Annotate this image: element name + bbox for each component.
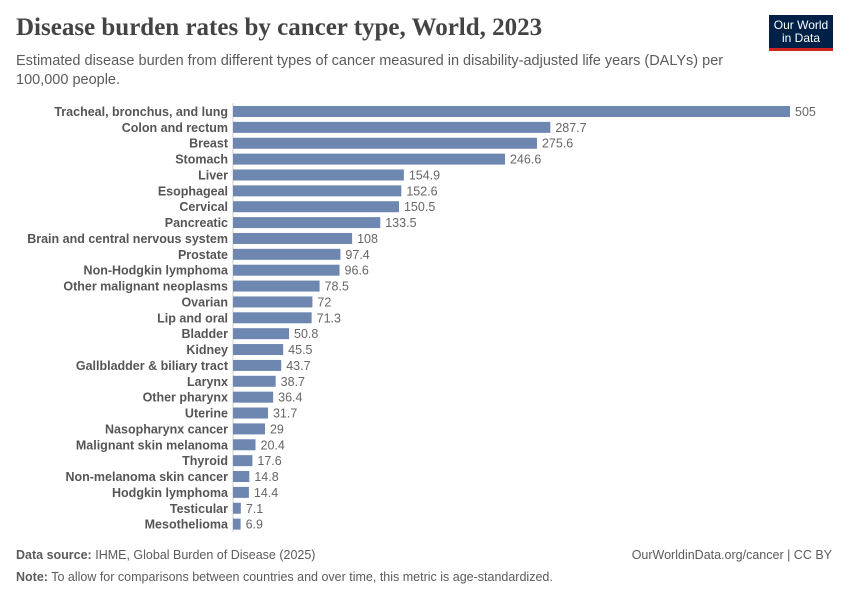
bar[interactable] <box>233 344 284 356</box>
bar[interactable] <box>233 232 353 244</box>
bar[interactable] <box>233 185 402 197</box>
bar[interactable] <box>233 248 341 260</box>
bar[interactable] <box>233 471 250 483</box>
value-label: 14.8 <box>254 470 278 484</box>
value-label: 45.5 <box>288 343 312 357</box>
category-label: Kidney <box>186 343 228 357</box>
value-label: 20.4 <box>261 438 285 452</box>
bar[interactable] <box>233 486 249 498</box>
category-label: Cervical <box>179 200 228 214</box>
category-label: Liver <box>198 168 228 182</box>
bar[interactable] <box>233 359 282 371</box>
value-label: 505 <box>795 105 816 119</box>
bar[interactable] <box>233 280 320 292</box>
bar[interactable] <box>233 106 790 117</box>
chart-title: Disease burden rates by cancer type, Wor… <box>16 14 543 41</box>
category-label: Lip and oral <box>157 311 228 325</box>
category-label: Non-melanoma skin cancer <box>65 470 228 484</box>
category-label: Larynx <box>187 375 228 389</box>
note-text: To allow for comparisons between countri… <box>51 570 553 584</box>
value-label: 38.7 <box>281 375 305 389</box>
value-label: 78.5 <box>325 280 349 294</box>
value-label: 97.4 <box>345 248 369 262</box>
bar[interactable] <box>233 518 241 530</box>
chart-subtitle: Estimated disease burden from different … <box>16 53 724 88</box>
bar[interactable] <box>233 264 340 276</box>
bar[interactable] <box>233 312 312 324</box>
source-url[interactable]: OurWorldinData.org/cancer | CC BY <box>631 548 832 562</box>
category-label: Pancreatic <box>165 216 228 230</box>
value-label: 152.6 <box>406 184 437 198</box>
value-label: 43.7 <box>286 359 310 373</box>
value-label: 6.9 <box>246 518 263 532</box>
value-label: 29 <box>270 422 284 436</box>
value-label: 31.7 <box>273 407 297 421</box>
category-label: Nasopharynx cancer <box>105 422 228 436</box>
data-source: Data source: IHME, Global Burden of Dise… <box>16 548 315 562</box>
category-label: Mesothelioma <box>145 518 229 532</box>
source-text[interactable]: IHME, Global Burden of Disease (2025) <box>95 548 316 562</box>
bar[interactable] <box>233 296 313 308</box>
bar[interactable] <box>233 328 290 340</box>
value-label: 275.6 <box>542 137 573 151</box>
value-label: 7.1 <box>246 502 263 516</box>
category-label: Bladder <box>181 327 228 341</box>
category-label: Prostate <box>178 248 228 262</box>
value-label: 246.6 <box>510 153 541 167</box>
bar[interactable] <box>233 423 265 435</box>
bar[interactable] <box>233 439 256 451</box>
source-label: Data source: <box>16 548 92 562</box>
category-label: Other pharynx <box>143 391 228 405</box>
bar[interactable] <box>233 375 276 387</box>
category-label: Hodgkin lymphoma <box>112 486 229 500</box>
bar[interactable] <box>233 137 537 149</box>
footnote: Note: To allow for comparisons between c… <box>16 570 553 584</box>
category-label: Brain and central nervous system <box>27 232 228 246</box>
category-label: Breast <box>189 137 229 151</box>
category-label: Testicular <box>170 502 228 516</box>
value-label: 96.6 <box>345 264 369 278</box>
category-label: Other malignant neoplasms <box>63 280 228 294</box>
value-label: 36.4 <box>278 391 302 405</box>
category-label: Tracheal, bronchus, and lung <box>54 105 228 119</box>
value-label: 17.6 <box>257 454 281 468</box>
bar[interactable] <box>233 169 404 181</box>
value-label: 108 <box>357 232 378 246</box>
bar[interactable] <box>233 391 274 403</box>
note-label: Note: <box>16 570 48 584</box>
bar[interactable] <box>233 201 399 213</box>
bar[interactable] <box>233 217 381 229</box>
category-label: Ovarian <box>181 295 228 309</box>
value-label: 72 <box>317 295 331 309</box>
bar[interactable] <box>233 407 268 419</box>
category-label: Stomach <box>175 153 228 167</box>
bar[interactable] <box>233 121 551 133</box>
category-label: Malignant skin melanoma <box>76 438 229 452</box>
value-label: 50.8 <box>294 327 318 341</box>
bar[interactable] <box>233 153 505 165</box>
bar[interactable] <box>233 502 241 514</box>
owid-logo[interactable]: Our World in Data <box>769 15 833 51</box>
category-label: Colon and rectum <box>122 121 228 135</box>
category-label: Gallbladder & biliary tract <box>76 359 229 373</box>
category-label: Esophageal <box>158 184 228 198</box>
value-label: 71.3 <box>317 311 341 325</box>
value-label: 150.5 <box>404 200 435 214</box>
bar[interactable] <box>233 455 253 467</box>
category-label: Uterine <box>185 407 228 421</box>
category-label: Non-Hodgkin lymphoma <box>84 264 229 278</box>
value-label: 133.5 <box>385 216 416 230</box>
category-label: Thyroid <box>182 454 228 468</box>
value-label: 14.4 <box>254 486 278 500</box>
value-label: 287.7 <box>555 121 586 135</box>
value-label: 154.9 <box>409 168 440 182</box>
